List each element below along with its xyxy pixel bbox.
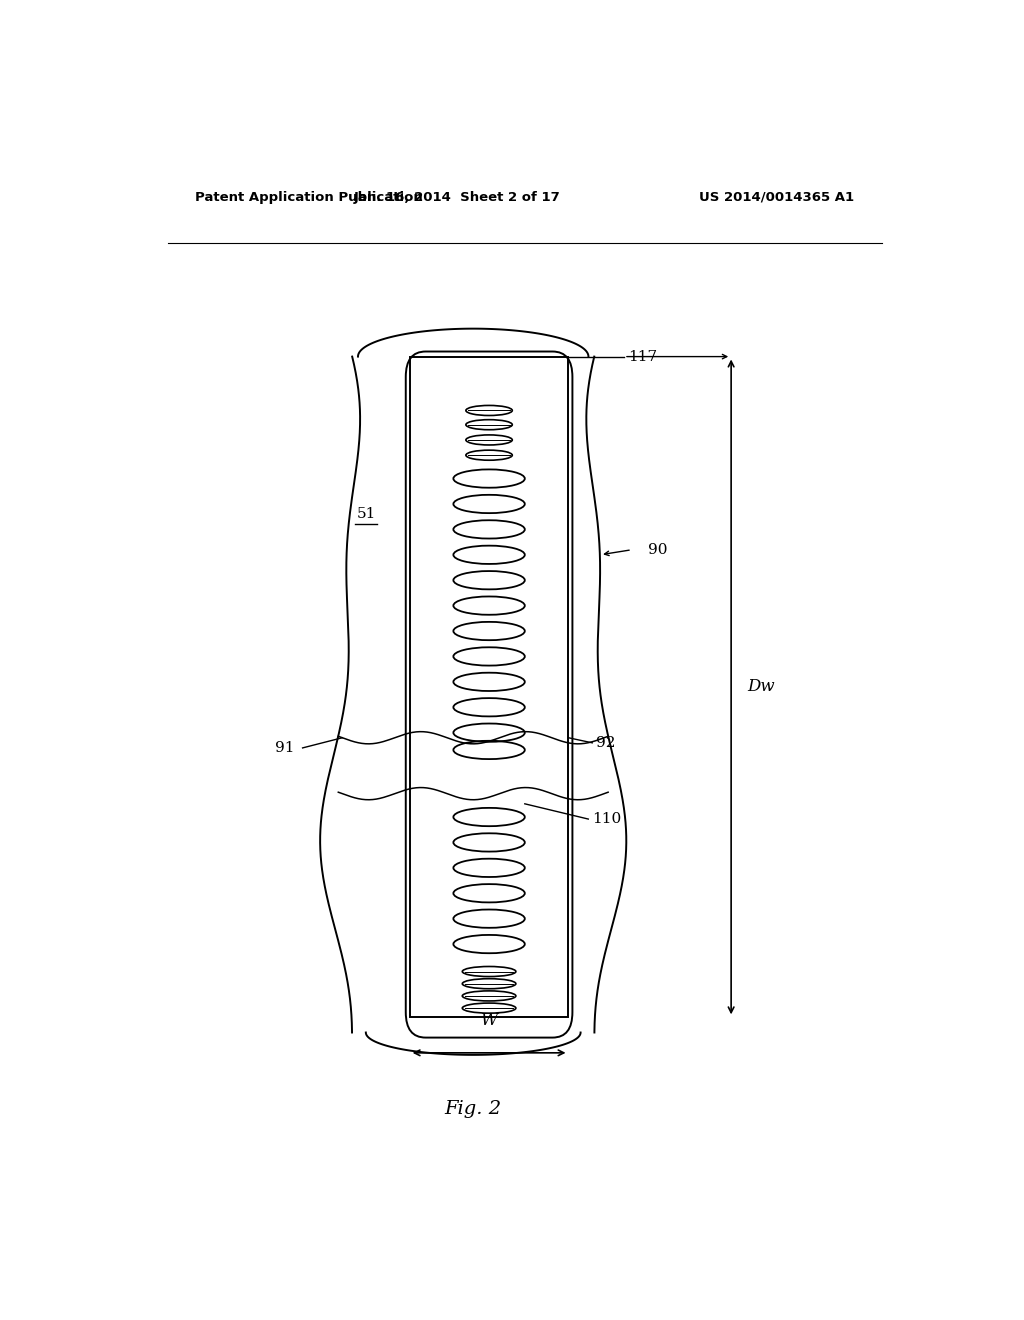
Text: 92: 92 — [596, 735, 615, 750]
Text: 51: 51 — [356, 507, 376, 521]
Text: 117: 117 — [628, 350, 657, 363]
Text: Dw: Dw — [748, 678, 774, 696]
Text: 90: 90 — [648, 543, 668, 557]
Text: W: W — [480, 1012, 498, 1030]
Text: Patent Application Publication: Patent Application Publication — [196, 190, 423, 203]
Text: 91: 91 — [275, 741, 295, 755]
Text: 110: 110 — [592, 812, 622, 826]
Text: Fig. 2: Fig. 2 — [444, 1100, 502, 1118]
Text: Jan. 16, 2014  Sheet 2 of 17: Jan. 16, 2014 Sheet 2 of 17 — [354, 190, 561, 203]
Text: US 2014/0014365 A1: US 2014/0014365 A1 — [699, 190, 854, 203]
Bar — [410, 356, 568, 1018]
